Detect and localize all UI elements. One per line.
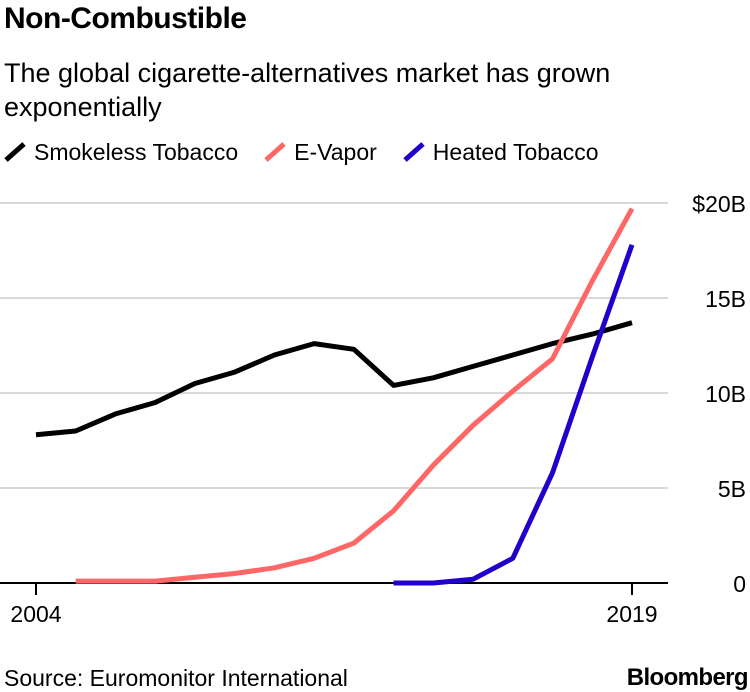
y-tick-label: $20B <box>692 191 746 217</box>
source-note: Source: Euromonitor International <box>4 665 348 691</box>
legend-item-heated-tobacco: Heated Tobacco <box>403 139 599 166</box>
legend-swatch-heated-tobacco <box>403 141 425 163</box>
brand-logo: Bloomberg <box>626 664 749 691</box>
legend-item-e-vapor: E-Vapor <box>264 139 377 166</box>
legend-label-smokeless-tobacco: Smokeless Tobacco <box>34 138 239 165</box>
series-line-smokeless-tobacco <box>35 320 633 438</box>
line-chart: 0 5B 10B 15B $20B 2004 2019 <box>0 191 746 627</box>
y-tick-label: 15B <box>705 286 746 312</box>
y-tick-label: 0 <box>733 571 746 597</box>
legend-swatch-e-vapor <box>264 141 286 163</box>
legend-swatch-smokeless-tobacco <box>4 141 26 163</box>
legend-item-smokeless-tobacco: Smokeless Tobacco <box>4 139 238 166</box>
chart-subtitle: The global cigarette-alternatives market… <box>4 58 611 122</box>
series-line-heated-tobacco <box>393 243 635 586</box>
series-line-e-vapor <box>75 207 635 584</box>
chart-title: Non-Combustible <box>4 2 247 35</box>
y-tick-label: 10B <box>705 381 746 407</box>
legend-label-e-vapor: E-Vapor <box>294 138 377 165</box>
x-tick-label: 2004 <box>10 601 61 627</box>
y-tick-label: 5B <box>718 476 746 502</box>
chart-legend: Smokeless Tobacco E-Vapor Heated Tobacco <box>4 137 625 167</box>
x-tick-label: 2019 <box>606 601 657 627</box>
legend-label-heated-tobacco: Heated Tobacco <box>432 138 599 165</box>
